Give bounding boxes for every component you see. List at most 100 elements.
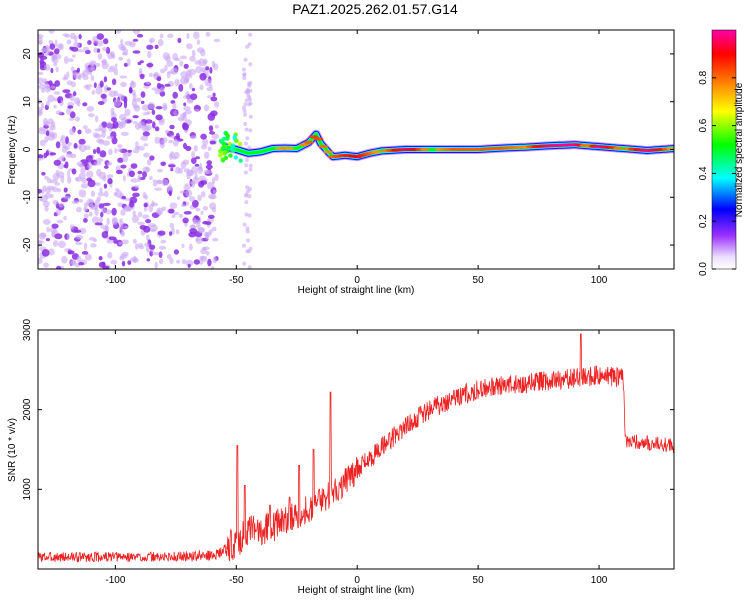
noise-blob bbox=[114, 148, 118, 154]
noise-blob bbox=[248, 32, 253, 37]
noise-blob bbox=[143, 143, 149, 147]
noise-blob bbox=[75, 241, 83, 246]
noise-blob bbox=[140, 91, 146, 98]
noise-blob bbox=[212, 189, 216, 196]
spectrogram-y-tick-label: 10 bbox=[22, 96, 33, 108]
onset-blob bbox=[223, 150, 228, 155]
noise-blob bbox=[117, 144, 123, 149]
snr-x-tick-label: -100 bbox=[105, 575, 125, 586]
noise-blob bbox=[102, 202, 111, 206]
noise-blob bbox=[54, 182, 61, 186]
noise-blob bbox=[245, 44, 250, 49]
noise-blob bbox=[49, 179, 58, 184]
noise-blob bbox=[86, 170, 94, 179]
noise-blob bbox=[66, 233, 70, 240]
noise-blob bbox=[101, 207, 106, 213]
noise-blob bbox=[44, 136, 49, 143]
noise-blob bbox=[120, 229, 125, 237]
noise-blob bbox=[178, 167, 184, 174]
noise-blob bbox=[92, 132, 99, 138]
colorbar: 0.0 0.2 0.4 0.6 0.8 Normalized spectral ampl… bbox=[698, 29, 745, 276]
noise-blob bbox=[54, 48, 60, 55]
noise-blob bbox=[103, 225, 110, 232]
noise-blob bbox=[154, 126, 160, 132]
noise-blob bbox=[84, 128, 92, 134]
noise-blob bbox=[87, 113, 95, 118]
noise-blob bbox=[199, 84, 204, 91]
noise-blob bbox=[120, 38, 124, 46]
noise-blob bbox=[103, 190, 109, 198]
noise-blob bbox=[81, 177, 88, 184]
noise-blob bbox=[211, 60, 216, 68]
noise-blob bbox=[93, 148, 97, 155]
snr-x-tick-label: -50 bbox=[229, 575, 244, 586]
noise-blob bbox=[94, 182, 101, 186]
noise-blob bbox=[155, 106, 163, 110]
noise-blob bbox=[96, 138, 104, 144]
noise-blob bbox=[44, 175, 49, 180]
noise-blob bbox=[121, 195, 126, 200]
noise-blob bbox=[194, 172, 198, 181]
noise-blob bbox=[38, 189, 42, 194]
spectrogram-y-tick-label: -20 bbox=[22, 237, 33, 252]
noise-blob bbox=[246, 238, 251, 243]
noise-blob bbox=[175, 132, 180, 141]
noise-blob bbox=[92, 36, 99, 43]
noise-blob bbox=[199, 72, 207, 81]
noise-blob bbox=[203, 231, 212, 237]
noise-blob bbox=[173, 151, 180, 159]
noise-blob bbox=[51, 186, 59, 193]
noise-blob bbox=[82, 75, 89, 81]
noise-blob bbox=[206, 160, 212, 166]
noise-blob bbox=[132, 30, 141, 35]
noise-blob bbox=[195, 156, 201, 160]
noise-blob bbox=[108, 148, 113, 156]
noise-blob bbox=[78, 199, 84, 203]
noise-blob bbox=[193, 31, 200, 40]
noise-blob bbox=[247, 213, 252, 218]
noise-blob bbox=[52, 199, 59, 205]
noise-blob bbox=[101, 231, 109, 239]
noise-blob bbox=[211, 133, 220, 140]
noise-blob bbox=[106, 174, 114, 180]
noise-blob bbox=[191, 87, 196, 92]
noise-blob bbox=[245, 226, 250, 231]
noise-blob bbox=[194, 163, 200, 167]
noise-blob bbox=[160, 161, 166, 167]
noise-blob bbox=[71, 47, 79, 52]
noise-blob bbox=[53, 104, 57, 109]
noise-blob bbox=[47, 94, 55, 103]
snr-x-tick-label: 0 bbox=[354, 575, 360, 586]
noise-blob bbox=[103, 165, 109, 169]
noise-blob bbox=[144, 242, 150, 247]
noise-blob bbox=[160, 68, 166, 74]
noise-blob bbox=[122, 175, 126, 182]
noise-blob bbox=[131, 215, 140, 223]
noise-blob bbox=[106, 239, 115, 244]
noise-blob bbox=[152, 179, 157, 183]
noise-blob bbox=[69, 94, 75, 102]
noise-blob bbox=[178, 213, 184, 218]
noise-blob bbox=[241, 105, 246, 110]
noise-blob bbox=[53, 91, 61, 95]
noise-blob bbox=[70, 81, 77, 88]
noise-blob bbox=[56, 219, 64, 224]
noise-blob bbox=[176, 259, 181, 264]
noise-blob bbox=[201, 144, 208, 150]
noise-blob bbox=[170, 67, 178, 75]
noise-blob bbox=[189, 224, 197, 230]
noise-blob bbox=[122, 154, 129, 163]
noise-blob bbox=[160, 239, 167, 244]
noise-blob bbox=[73, 97, 81, 105]
noise-blob bbox=[111, 78, 117, 86]
noise-blob bbox=[158, 245, 167, 250]
noise-blob bbox=[204, 151, 210, 159]
noise-blob bbox=[90, 243, 97, 248]
snr-y-tick-label: 3000 bbox=[22, 318, 33, 341]
noise-blob bbox=[169, 222, 175, 229]
noise-blob bbox=[169, 257, 174, 265]
noise-blob bbox=[95, 158, 104, 162]
noise-blob bbox=[73, 35, 78, 43]
noise-blob bbox=[151, 200, 155, 207]
noise-blob bbox=[146, 234, 150, 242]
